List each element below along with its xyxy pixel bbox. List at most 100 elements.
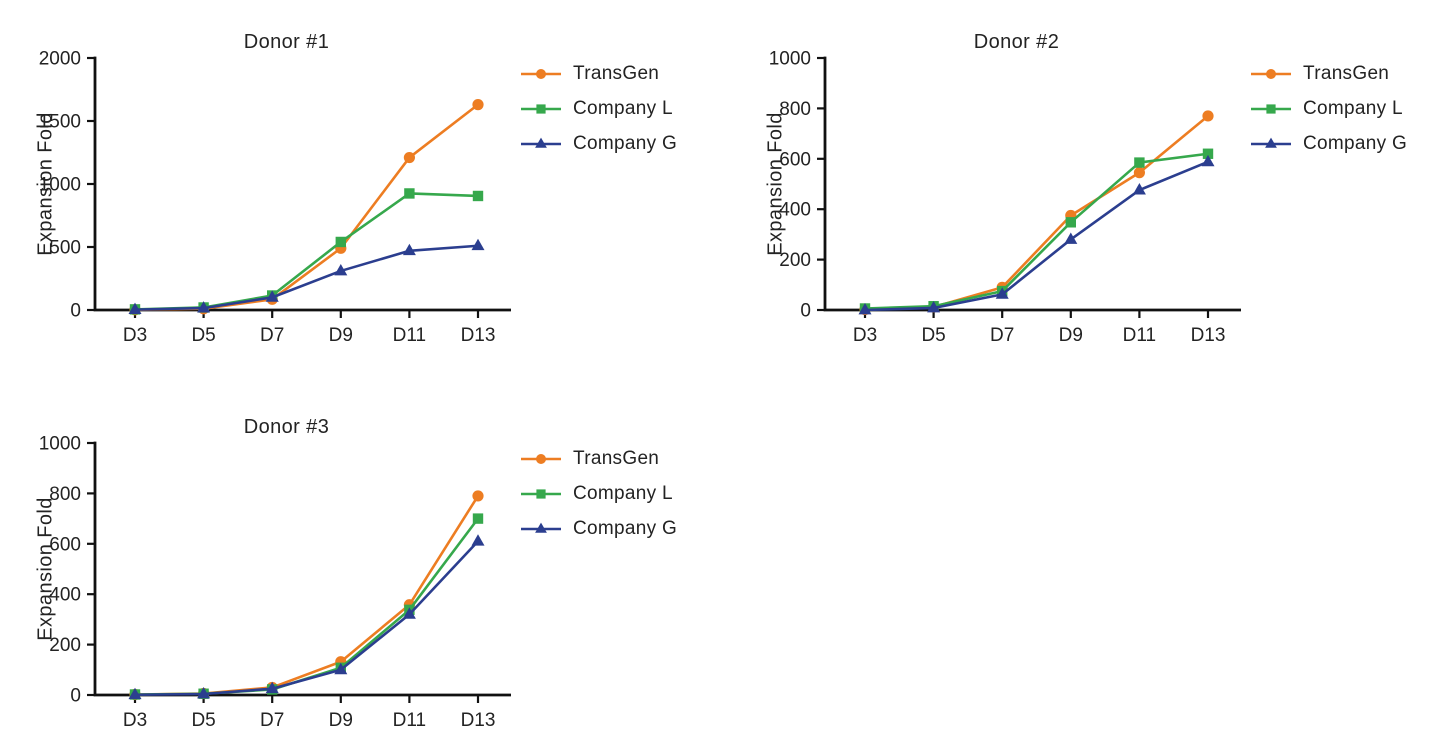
series-line-transgen [864,114,1209,311]
series-line-company-g [864,160,1209,312]
legend-label: Company L [573,98,673,119]
data-point-company-g [471,238,485,251]
legend-item-company-l: Company L [1250,98,1407,120]
line-plot: 0 200 400 600 800 1000 D3 D5 D7 D9 D11 D13 [39,434,511,731]
x-tick-label: D11 [393,710,426,731]
y-axis-label: Expansion Fold [764,112,787,256]
x-tick-label: D3 [123,710,147,731]
series-line-company-l [134,517,480,696]
data-point-company-g [128,687,142,700]
line-plot: 0 500 1000 1500 2000 D3 D5 D7 D9 D11 D13 [39,49,511,346]
x-tick-label: D7 [260,325,284,346]
legend-item-company-g: Company G [520,518,677,540]
legend-label: TransGen [573,63,660,84]
legend-circle-icon [521,69,561,79]
series-line-company-l [134,192,479,311]
data-point-company-g [197,686,211,699]
legend: TransGen Company L Company G [1250,63,1407,155]
data-point-company-g [402,243,416,256]
y-axis-label: Expansion Fold [34,497,57,641]
y-tick-label: 600 [49,534,81,555]
chart-title: Donor #3 [243,416,330,438]
data-point-company-g [1064,232,1078,244]
data-point-company-g [334,263,348,276]
x-tick-label: D5 [191,325,215,346]
legend-label: Company L [1303,98,1403,119]
legend-triangle-icon [521,137,561,148]
legend-item-company-g: Company G [520,133,677,155]
legend-label: TransGen [573,448,660,469]
legend-square-icon [521,104,561,114]
legend: TransGen Company L Company G [520,448,677,540]
y-tick-label: 2000 [39,49,81,70]
data-point-company-g [128,302,142,315]
legend-triangle-icon [521,522,561,533]
legend-key-marker [536,454,546,464]
legend-square-icon [521,489,561,499]
line-plot: 0 200 400 600 800 1000 D3 D5 D7 D9 D11 D13 [769,49,1241,346]
legend-circle-icon [1251,69,1291,79]
legend-label: Company L [573,483,673,504]
data-point-company-l [472,190,484,202]
series-line-transgen [134,103,479,312]
y-tick-label: 1000 [769,49,811,70]
x-tick-label: D3 [123,325,147,346]
legend-label: Company G [573,518,678,539]
x-tick-label: D9 [329,710,353,731]
x-tick-label: D9 [1059,325,1083,346]
legend-item-transgen: TransGen [1250,63,1407,85]
y-tick-label: 0 [70,686,81,707]
data-point-transgen [472,490,484,502]
data-point-company-g [265,290,279,302]
x-tick-label: D5 [921,325,945,346]
x-tick-label: D11 [1123,325,1156,346]
legend-item-transgen: TransGen [520,63,677,85]
x-tick-label: D3 [853,325,877,346]
legend-key-marker [1265,137,1277,148]
legend-label: TransGen [1303,63,1390,84]
y-tick-label: 0 [70,301,81,322]
legend-key-marker [1266,69,1276,79]
chart-panel-donor-3: 0 200 400 600 800 1000 D3 D5 D7 D9 D11 D13 Donor #3… [0,385,730,742]
legend-item-company-l: Company L [520,483,677,505]
data-point-company-l [1065,217,1076,228]
series-line-company-g [134,540,479,697]
x-tick-label: D13 [461,710,496,731]
legend-item-transgen: TransGen [520,448,677,470]
x-tick-label: D9 [329,325,353,346]
data-point-company-g [334,662,348,675]
axis-lines [93,441,511,697]
data-point-company-g [1132,183,1146,195]
axis-lines [823,56,1241,312]
x-tick-label: D11 [393,325,426,346]
y-tick-label: 800 [49,484,81,505]
data-point-transgen [472,99,484,111]
y-tick-label: 0 [800,301,811,322]
chart-panel-donor-2: 0 200 400 600 800 1000 D3 D5 D7 D9 D11 D13 Donor #2… [730,0,1436,375]
legend-circle-icon [521,454,561,464]
y-tick-label: 1000 [39,175,81,196]
legend-key-marker [536,69,546,79]
legend-key-marker [535,522,547,533]
y-tick-label: 1000 [39,434,81,455]
data-point-transgen [1133,167,1145,179]
y-axis-label: Expansion Fold [34,112,57,256]
data-point-company-g [197,301,211,313]
x-tick-label: D7 [260,710,284,731]
legend-key-marker [536,489,546,499]
chart-title: Donor #1 [243,31,330,53]
data-point-company-l [472,513,484,524]
legend-triangle-icon [1251,137,1291,148]
x-tick-label: D7 [990,325,1014,346]
y-tick-label: 200 [49,635,81,656]
data-point-transgen [1202,110,1214,122]
legend-key-marker [535,137,547,148]
y-tick-label: 500 [49,238,81,259]
x-tick-label: D13 [1191,325,1226,346]
data-point-company-l [404,188,415,199]
y-tick-label: 200 [779,250,811,271]
legend-key-marker [1266,104,1276,114]
legend: TransGen Company L Company G [520,63,677,155]
legend-label: Company G [1303,133,1408,154]
